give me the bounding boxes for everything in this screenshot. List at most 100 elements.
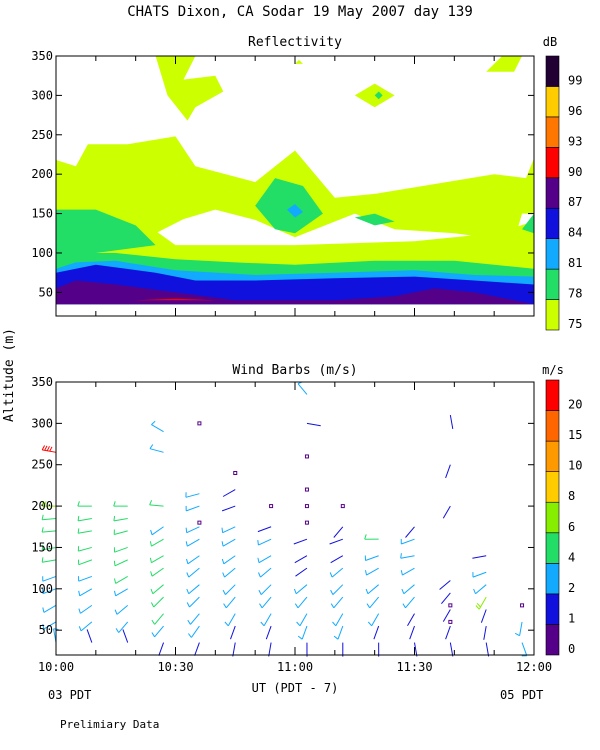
wind-barb — [77, 546, 92, 552]
wind-barb — [185, 505, 200, 512]
wind-barb — [113, 546, 128, 553]
refl-colorbar-label: 81 — [568, 256, 582, 270]
refl-colorbar-swatch — [545, 207, 560, 239]
wind-title: Wind Barbs (m/s) — [232, 363, 357, 378]
wind-barb — [42, 604, 57, 613]
reflectivity-region-90 — [135, 298, 216, 301]
refl-colorbar-swatch — [545, 238, 560, 270]
wind-colorbar-label: 20 — [568, 398, 582, 412]
wind-barb-calm — [304, 487, 309, 492]
wind-barb — [407, 613, 415, 627]
wind-barb — [400, 567, 415, 576]
wind-ytick-label: 200 — [31, 499, 53, 513]
wind-barb — [365, 584, 379, 595]
wind-barb-calm — [448, 603, 453, 608]
wind-barb — [150, 596, 164, 608]
refl-colorbar-swatch — [545, 86, 560, 118]
wind-barb — [449, 415, 454, 429]
refl-colorbar-label: 99 — [568, 73, 582, 87]
wind-barb — [187, 625, 200, 638]
wind-barb — [449, 642, 454, 657]
wind-barb — [297, 381, 308, 395]
wind-ytick-label: 250 — [31, 458, 53, 472]
wind-barb — [472, 555, 487, 559]
wind-colorbar-swatch — [545, 532, 560, 564]
wind-colorbar-swatch — [545, 624, 560, 656]
reflectivity-region-87 — [56, 280, 534, 305]
y-axis-label: Altitude (m) — [2, 328, 17, 422]
wind-barb — [222, 489, 236, 497]
wind-barb — [260, 613, 272, 627]
refl-colorbar-label: 90 — [568, 165, 582, 179]
wind-barb — [42, 588, 57, 595]
wind-barb — [230, 625, 236, 640]
wind-barb — [221, 526, 236, 534]
wind-barb — [293, 538, 308, 545]
x-axis-label: UT (PDT - 7) — [252, 681, 339, 695]
wind-colorbar: 0 1 2 4 6 8 10 15 20 — [545, 379, 582, 656]
wind-barb — [295, 567, 308, 577]
wind-barb-calm — [304, 504, 309, 509]
wind-barb — [330, 584, 344, 595]
wind-barb — [78, 588, 93, 597]
wind-barb-calm — [233, 471, 238, 475]
x-left-sublabel: 03 PDT — [48, 688, 91, 702]
wind-barb — [221, 538, 236, 547]
wind-barb-calm — [304, 454, 309, 459]
wind-barb — [86, 629, 93, 643]
wind-barb — [186, 596, 200, 608]
wind-xtick-label: 12:00 — [516, 660, 552, 674]
wind-barb — [521, 642, 528, 657]
wind-barb — [405, 526, 415, 538]
wind-barb — [77, 515, 92, 522]
wind-barb — [265, 625, 272, 640]
wind-barb — [187, 613, 200, 625]
wind-barb — [268, 642, 272, 657]
wind-barb — [365, 567, 379, 576]
refl-colorbar-swatch — [545, 116, 560, 148]
wind-barb — [414, 642, 418, 657]
wind-barb — [222, 584, 236, 595]
wind-barb-calm — [304, 520, 309, 525]
wind-colorbar-label: 0 — [568, 642, 575, 656]
wind-barb — [151, 420, 164, 433]
wind-barb — [366, 596, 380, 609]
wind-xtick-label: 11:30 — [396, 660, 432, 674]
wind-barb — [445, 464, 451, 479]
wind-barb — [113, 559, 128, 567]
wind-barb — [186, 555, 200, 565]
wind-barb — [480, 609, 487, 623]
wind-barb — [306, 422, 321, 427]
refl-colorbar-label: 75 — [568, 317, 582, 331]
wind-barb — [185, 538, 200, 547]
refl-colorbar-swatch — [545, 147, 560, 179]
wind-barb — [329, 567, 344, 578]
wind-barb — [442, 505, 451, 519]
footer-note: Prelimiary Data — [60, 718, 159, 731]
reflectivity-region-78 — [255, 178, 323, 234]
wind-colorbar-swatch — [545, 471, 560, 503]
refl-ytick-label: 250 — [31, 128, 53, 142]
reflectivity-region-75 — [155, 56, 224, 121]
reflectivity-region-78 — [374, 91, 383, 100]
wind-barb — [294, 555, 308, 564]
wind-barb — [78, 621, 93, 632]
wind-colorbar-swatch — [545, 501, 560, 534]
refl-colorbar-swatch — [545, 55, 560, 87]
wind-colorbar-swatch — [545, 593, 560, 625]
wind-barb — [41, 445, 57, 453]
refl-ytick-label: 300 — [31, 88, 53, 102]
refl-colorbar-swatch — [545, 177, 560, 209]
reflectivity-region-75 — [354, 83, 395, 108]
wind-barbs — [41, 381, 528, 657]
wind-barb — [150, 567, 164, 577]
wind-colorbar-label: 1 — [568, 611, 575, 625]
wind-xtick-label: 10:30 — [157, 660, 193, 674]
reflectivity-region-75 — [295, 59, 303, 64]
wind-barb — [475, 596, 487, 610]
reflectivity-colorbar: 75 78 81 84 87 90 93 96 99 — [545, 55, 582, 331]
wind-barb — [77, 501, 92, 507]
wind-barb — [42, 575, 57, 582]
wind-barb-calm — [197, 421, 202, 426]
